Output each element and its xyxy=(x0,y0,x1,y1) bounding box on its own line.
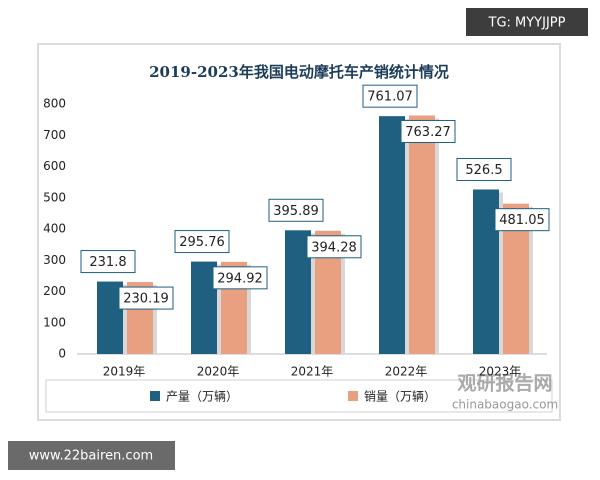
data-label-box xyxy=(268,198,324,222)
bar xyxy=(409,115,435,355)
data-label-box xyxy=(306,235,362,259)
data-label: 394.28 xyxy=(311,240,357,255)
watermark: 观研报告网 xyxy=(457,372,552,395)
data-label-box xyxy=(212,266,268,290)
watermark: chinabaogao.com xyxy=(452,398,558,412)
y-tick-label: 100 xyxy=(43,315,66,329)
x-tick-label: 2022年 xyxy=(385,365,428,379)
legend-label: 销量（万辆） xyxy=(364,390,436,404)
data-label: 295.76 xyxy=(179,235,225,250)
x-tick-label: 2020年 xyxy=(197,365,240,379)
data-label-box xyxy=(362,84,418,108)
data-label-box xyxy=(456,157,512,181)
y-tick-label: 0 xyxy=(58,347,66,361)
legend-label: 产量（万辆） xyxy=(166,390,238,404)
chart-title: 2019-2023年我国电动摩托车产销统计情况 xyxy=(149,63,449,81)
watermark-box xyxy=(8,441,175,470)
data-label: 230.19 xyxy=(123,292,169,307)
legend-swatch xyxy=(348,391,358,401)
data-label: 761.07 xyxy=(367,90,413,105)
data-label-box xyxy=(174,230,230,254)
data-label-box xyxy=(118,286,174,310)
data-label: 231.8 xyxy=(89,255,126,270)
x-tick-label: 2021年 xyxy=(291,365,334,379)
y-tick-label: 600 xyxy=(43,159,66,173)
watermark-box xyxy=(466,8,588,36)
x-tick-label: 2023年 xyxy=(479,365,522,379)
y-tick-label: 400 xyxy=(43,222,66,236)
data-label: 526.5 xyxy=(465,163,502,178)
data-label-box xyxy=(494,208,550,232)
data-label-box xyxy=(80,250,136,274)
data-label-box xyxy=(400,119,456,143)
data-label: 763.27 xyxy=(405,125,451,140)
y-tick-label: 800 xyxy=(43,97,66,111)
legend-swatch xyxy=(150,391,160,401)
legend-box xyxy=(45,379,553,413)
y-tick-label: 500 xyxy=(43,190,66,204)
y-tick-label: 200 xyxy=(43,284,66,298)
y-tick-label: 700 xyxy=(43,128,66,142)
watermark: www.22bairen.com xyxy=(29,449,153,464)
x-tick-label: 2019年 xyxy=(103,365,146,379)
bar xyxy=(379,116,405,355)
data-label: 481.05 xyxy=(499,213,545,228)
data-label: 395.89 xyxy=(273,204,319,219)
data-label: 294.92 xyxy=(217,271,263,286)
watermark: TG: MYYJJPP xyxy=(488,16,566,31)
y-tick-label: 300 xyxy=(43,253,66,267)
